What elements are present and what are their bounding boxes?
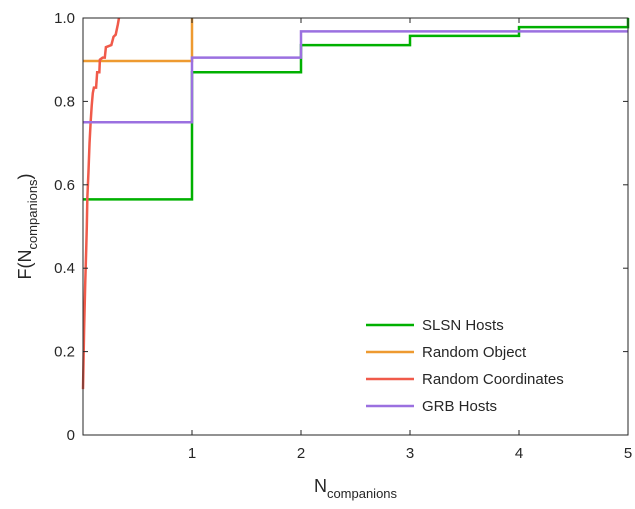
legend-label-1: Random Object	[422, 344, 527, 361]
y-tick-label: 0.2	[54, 344, 75, 361]
x-tick-label: 4	[515, 445, 523, 462]
x-axis-title-main: N	[314, 476, 327, 496]
x-axis-title: Ncompanions	[314, 476, 398, 501]
legend: SLSN Hosts Random Object Random Coordinate…	[366, 317, 564, 415]
legend-label-3: GRB Hosts	[422, 398, 497, 415]
x-tick-label: 3	[406, 445, 414, 462]
series-line-2	[81, 17, 121, 390]
y-axis-title-sub: companions	[25, 179, 40, 250]
series-line-1	[83, 18, 194, 63]
y-tick-label: 0.4	[54, 260, 75, 277]
series-layer	[81, 17, 630, 390]
x-tick-label: 2	[297, 445, 305, 462]
legend-label-2: Random Coordinates	[422, 371, 564, 388]
legend-label-0: SLSN Hosts	[422, 317, 504, 334]
x-tick-label: 1	[188, 445, 196, 462]
y-tick-label: 0.6	[54, 177, 75, 194]
ticks-layer: 1 2 3 4 5 0 0.2 0.4 0.6 0.8 1.0	[54, 10, 632, 462]
y-tick-label: 0	[67, 427, 75, 444]
y-tick-label: 1.0	[54, 10, 75, 27]
y-axis-title: F(Ncompanions)	[15, 173, 40, 279]
x-tick-label: 5	[624, 445, 632, 462]
plot-frame	[82, 17, 629, 436]
x-axis-title-sub: companions	[327, 486, 398, 501]
y-axis-title-prefix: F(N	[15, 250, 35, 280]
series-line-0	[83, 18, 630, 201]
y-tick-label: 0.8	[54, 93, 75, 110]
y-axis-title-suffix: )	[15, 173, 35, 179]
series-line-3	[83, 30, 628, 124]
